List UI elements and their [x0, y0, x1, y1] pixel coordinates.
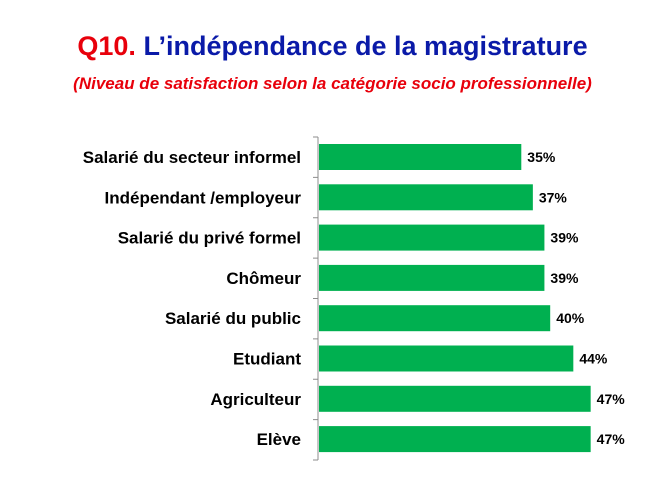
category-label: Indépendant /employeur — [105, 188, 302, 207]
category-label: Elève — [257, 430, 301, 449]
data-label: 37% — [539, 189, 568, 205]
bar — [319, 305, 551, 332]
data-label: 35% — [527, 149, 556, 165]
bar — [319, 385, 591, 412]
bar — [319, 224, 545, 251]
bar — [319, 345, 574, 372]
bar — [319, 264, 545, 291]
data-label: 39% — [550, 270, 579, 286]
category-label: Salarié du secteur informel — [83, 148, 301, 167]
data-label: 47% — [597, 431, 626, 447]
chart-subtitle: (Niveau de satisfaction selon la catégor… — [73, 74, 592, 93]
chart-title: Q10. L’indépendance de la magistrature — [0, 30, 665, 62]
category-label: Chômeur — [226, 269, 301, 288]
data-label: 44% — [579, 351, 608, 367]
title-prefix: Q10. — [77, 31, 136, 61]
data-label: 40% — [556, 310, 585, 326]
data-label: 39% — [550, 230, 579, 246]
category-label: Etudiant — [233, 350, 301, 369]
title-main: L’indépendance de la magistrature — [143, 31, 588, 61]
bar — [319, 184, 533, 211]
data-label: 47% — [597, 391, 626, 407]
bar — [319, 426, 591, 453]
bar — [319, 144, 522, 170]
category-label: Agriculteur — [210, 390, 301, 409]
category-label: Salarié du privé formel — [118, 229, 301, 248]
category-label: Salarié du public — [165, 309, 301, 328]
